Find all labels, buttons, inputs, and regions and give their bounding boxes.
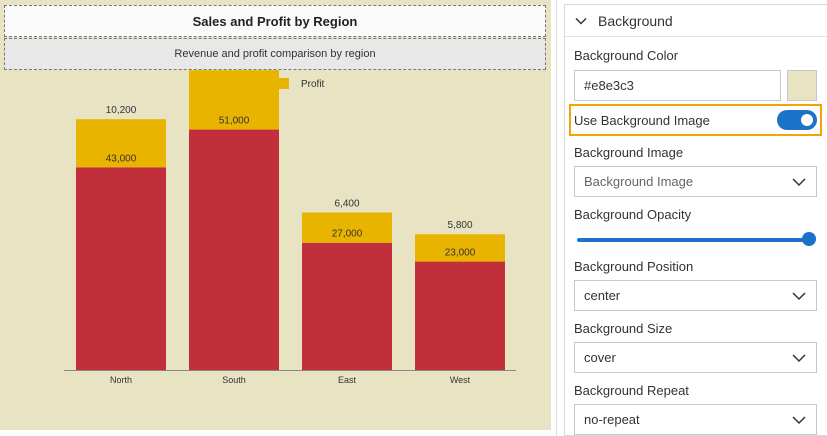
data-label-sales-north: 43,000 bbox=[106, 153, 137, 164]
bg-opacity-label: Background Opacity bbox=[574, 207, 692, 222]
bg-image-select[interactable]: Background Image bbox=[574, 166, 817, 197]
bg-size-label: Background Size bbox=[574, 321, 673, 336]
bar-profit-east bbox=[302, 212, 392, 243]
bg-image-placeholder: Background Image bbox=[584, 174, 694, 189]
properties-panel: Background Background Color #e8e3c3 Use … bbox=[564, 4, 827, 436]
bg-position-label: Background Position bbox=[574, 259, 694, 274]
bg-size-value: cover bbox=[584, 350, 616, 365]
chart-title[interactable]: Sales and Profit by Region bbox=[4, 5, 546, 37]
data-label-profit-north: 10,200 bbox=[106, 105, 137, 116]
bg-color-swatch[interactable] bbox=[787, 70, 817, 101]
section-title: Background bbox=[598, 12, 673, 29]
x-tick-label-east: East bbox=[338, 375, 357, 385]
bg-repeat-label: Background Repeat bbox=[574, 383, 689, 398]
legend-label-profit: Profit bbox=[301, 79, 325, 90]
bar-profit-north bbox=[76, 119, 166, 168]
bg-color-input[interactable]: #e8e3c3 bbox=[574, 70, 781, 101]
bar-profit-west bbox=[415, 234, 505, 262]
bg-color-value: #e8e3c3 bbox=[584, 78, 634, 93]
data-label-sales-east: 27,000 bbox=[332, 229, 363, 240]
panel-divider bbox=[556, 0, 557, 436]
data-label-profit-west: 5,800 bbox=[447, 220, 472, 231]
bg-repeat-value: no-repeat bbox=[584, 412, 640, 427]
data-label-sales-south: 51,000 bbox=[219, 116, 250, 127]
bar-sales-south bbox=[189, 129, 279, 370]
bar-sales-west bbox=[415, 261, 505, 370]
bg-position-select[interactable]: center bbox=[574, 280, 817, 311]
chevron-down-icon bbox=[792, 354, 806, 363]
bg-position-value: center bbox=[584, 288, 621, 303]
bg-opacity-slider-thumb[interactable] bbox=[802, 232, 816, 246]
bg-opacity-slider[interactable] bbox=[577, 238, 815, 242]
use-bg-image-row: Use Background Image bbox=[569, 104, 822, 136]
chevron-down-icon bbox=[792, 292, 806, 301]
x-tick-label-west: West bbox=[450, 375, 471, 385]
x-tick-label-south: South bbox=[222, 375, 246, 385]
bg-color-label: Background Color bbox=[574, 48, 679, 63]
bar-chart: SalesProfit43,00010,200North51,00012,600… bbox=[64, 56, 516, 385]
chart-area: SalesProfit43,00010,200North51,00012,600… bbox=[0, 0, 551, 430]
chevron-down-icon bbox=[792, 178, 806, 187]
toggle-knob bbox=[801, 114, 813, 126]
chevron-down-icon bbox=[792, 416, 806, 425]
chevron-down-icon bbox=[575, 17, 587, 25]
bg-repeat-select[interactable]: no-repeat bbox=[574, 404, 817, 435]
background-section-header[interactable]: Background bbox=[565, 5, 827, 37]
bg-size-select[interactable]: cover bbox=[574, 342, 817, 373]
use-bg-image-toggle[interactable] bbox=[777, 110, 817, 130]
legend-swatch-profit bbox=[278, 78, 289, 89]
bg-image-label: Background Image bbox=[574, 145, 684, 160]
data-label-sales-west: 23,000 bbox=[445, 248, 476, 259]
bar-sales-north bbox=[76, 167, 166, 370]
x-tick-label-north: North bbox=[110, 375, 132, 385]
bar-sales-east bbox=[302, 242, 392, 370]
use-bg-image-label: Use Background Image bbox=[574, 112, 710, 128]
chart-subtitle[interactable]: Revenue and profit comparison by region bbox=[4, 38, 546, 70]
data-label-profit-east: 6,400 bbox=[334, 199, 359, 210]
bar-profit-south bbox=[189, 70, 279, 130]
